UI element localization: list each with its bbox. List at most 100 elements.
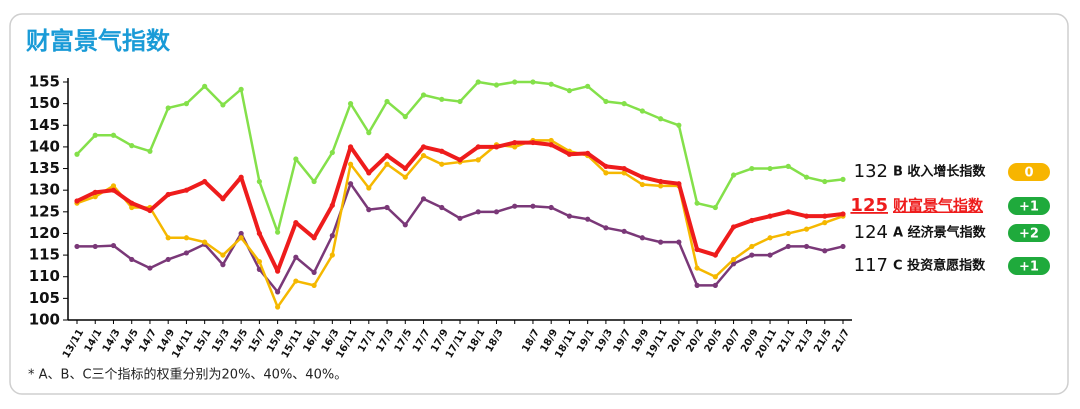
- point: [822, 220, 828, 226]
- point: [785, 209, 791, 215]
- y-tick-label: 130: [29, 181, 60, 199]
- point: [220, 252, 226, 258]
- point: [621, 101, 627, 107]
- point: [347, 144, 354, 150]
- point: [548, 142, 554, 148]
- point: [165, 235, 171, 241]
- point: [493, 144, 500, 150]
- change-label: +1: [1019, 260, 1039, 275]
- point: [621, 170, 627, 176]
- point: [256, 178, 262, 185]
- point: [165, 191, 171, 198]
- point: [110, 183, 117, 189]
- point: [639, 108, 645, 114]
- point: [256, 230, 262, 237]
- point: [457, 98, 463, 105]
- point: [366, 207, 372, 213]
- point: [347, 181, 354, 187]
- point: [366, 130, 372, 136]
- point: [822, 178, 828, 185]
- point: [439, 148, 445, 154]
- point: [384, 161, 390, 167]
- point: [676, 122, 682, 128]
- point: [712, 274, 718, 280]
- point: [129, 256, 135, 263]
- point: [293, 278, 299, 284]
- y-tick-label: 150: [29, 94, 60, 112]
- point: [658, 183, 664, 189]
- point: [74, 198, 80, 204]
- point: [803, 243, 810, 250]
- point: [512, 144, 518, 150]
- point: [110, 187, 117, 193]
- point: [165, 256, 171, 263]
- point: [566, 213, 573, 219]
- point: [420, 196, 427, 202]
- point: [110, 132, 117, 138]
- point: [420, 144, 427, 150]
- change-label: +1: [1019, 200, 1039, 215]
- point: [694, 265, 700, 271]
- point: [74, 243, 80, 250]
- change-badge: [1008, 163, 1050, 181]
- point: [402, 165, 408, 172]
- y-tick-label: 110: [29, 267, 60, 285]
- point: [566, 151, 573, 157]
- point: [730, 224, 737, 230]
- point: [275, 289, 281, 295]
- legend-value: 124: [854, 222, 888, 243]
- point: [384, 204, 390, 211]
- point: [384, 152, 390, 159]
- chart-title: 财富景气指数: [26, 27, 171, 55]
- point: [694, 246, 700, 253]
- point: [183, 250, 190, 256]
- point: [730, 172, 737, 178]
- point: [311, 235, 317, 241]
- point: [457, 215, 463, 221]
- point: [347, 161, 354, 167]
- legend-item: 124 A 经济景气指数 +2: [854, 222, 1050, 243]
- point: [457, 157, 463, 163]
- point: [767, 165, 773, 172]
- point: [658, 116, 664, 122]
- point: [694, 282, 700, 288]
- point: [220, 196, 226, 202]
- point: [129, 200, 135, 206]
- point: [639, 235, 645, 241]
- y-tick-label: 155: [29, 73, 60, 91]
- point: [767, 235, 773, 241]
- change-badge: [1008, 224, 1050, 242]
- point: [822, 213, 828, 219]
- point: [366, 185, 372, 191]
- point: [275, 268, 281, 274]
- point: [293, 220, 299, 226]
- point: [439, 96, 445, 102]
- point: [402, 222, 408, 228]
- point: [238, 174, 244, 180]
- point: [493, 209, 500, 215]
- point: [785, 243, 791, 250]
- legend-value: 132: [854, 161, 888, 182]
- point: [311, 282, 317, 288]
- point: [439, 161, 445, 167]
- point: [803, 213, 810, 219]
- point: [147, 148, 153, 154]
- point: [183, 101, 190, 107]
- point: [512, 79, 518, 85]
- change-badge: [1008, 257, 1050, 275]
- point: [840, 211, 846, 217]
- point: [165, 105, 171, 111]
- point: [92, 189, 98, 195]
- point: [183, 235, 190, 241]
- point: [785, 163, 791, 169]
- point: [749, 217, 755, 224]
- legend-item: 132 B 收入增长指数 0: [854, 161, 1050, 182]
- point: [585, 216, 591, 222]
- point: [402, 174, 408, 180]
- y-tick-label: 145: [29, 116, 60, 134]
- point: [402, 114, 408, 120]
- point: [220, 102, 226, 108]
- point: [275, 304, 281, 310]
- point: [603, 170, 609, 176]
